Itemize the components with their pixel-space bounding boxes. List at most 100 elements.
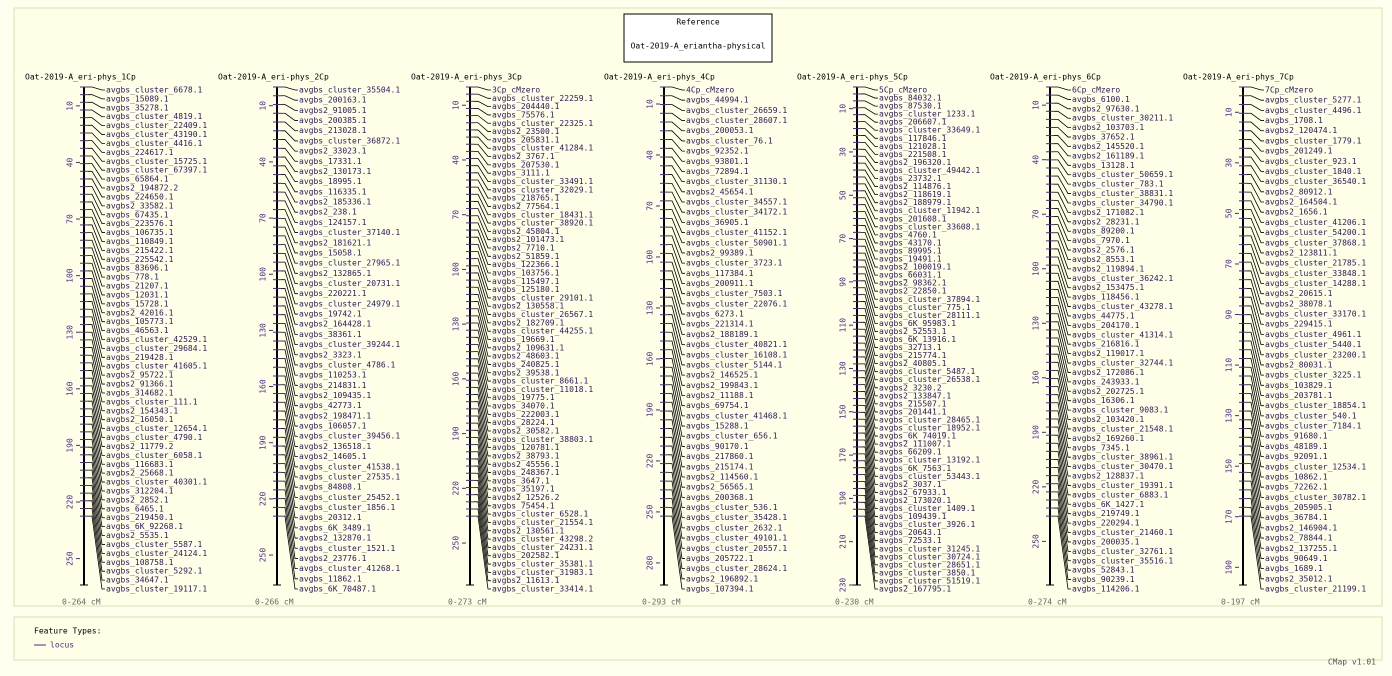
feature-label: avgbs_cluster_31983.1: [492, 568, 593, 577]
feature-label: avgbs2_118619.1: [879, 190, 951, 199]
feature-label: avgbs2_98362.1: [879, 279, 947, 288]
feature-label: avgbs_cluster_39244.1: [299, 340, 400, 349]
feature-connector: [861, 169, 878, 187]
feature-label: avgbs2_91005.1: [299, 106, 367, 115]
feature-label: avgbs_cluster_1856.1: [299, 503, 396, 512]
map-title: Oat-2019-A_eri-phys_4Cp: [604, 73, 715, 82]
feature-connector: [88, 354, 105, 403]
feature-connector: [861, 128, 878, 139]
feature-label: avgbs_cluster_4819.1: [106, 112, 203, 121]
axis-tick-label: 100: [259, 267, 268, 282]
feature-label: avgbs2_161189.1: [1072, 151, 1144, 160]
feature-connector: [668, 366, 685, 417]
feature-label: avgbs_19775.1: [492, 393, 555, 402]
feature-label: avgbs_cluster_18431.1: [492, 210, 593, 219]
feature-label: avgbs_83696.1: [106, 264, 169, 273]
feature-label: avgbs2_130558.1: [492, 302, 564, 311]
feature-connector: [861, 231, 878, 260]
feature-connector: [668, 489, 685, 559]
feature-connector: [474, 86, 491, 91]
feature-connector: [861, 384, 878, 437]
feature-label: avgbs_cluster_41152.1: [686, 228, 787, 237]
feature-connector: [474, 386, 491, 440]
feature-connector: [861, 121, 878, 131]
feature-connector: [88, 109, 105, 118]
feature-connector: [474, 179, 491, 199]
feature-label: avgbs2_136518.1: [299, 442, 371, 451]
axis-tick-label: 220: [646, 454, 655, 469]
feature-connector: [1247, 182, 1264, 203]
feature-connector: [88, 446, 105, 510]
feature-label: avgbs2_16050.1: [106, 415, 174, 424]
feature-connector: [861, 342, 878, 389]
feature-connector: [1247, 366, 1264, 417]
feature-connector: [1054, 459, 1071, 524]
feature-connector: [668, 358, 685, 407]
feature-label: avgbs_cluster_19391.1: [1072, 481, 1173, 490]
feature-label: avgbs_cluster_49442.1: [879, 166, 980, 175]
feature-label: avgbs_778.1: [106, 273, 159, 282]
feature-label: avgbs_20312.1: [299, 513, 362, 522]
feature-connector: [474, 315, 491, 357]
feature-connector: [668, 480, 685, 549]
axis-tick-label: 160: [452, 371, 461, 386]
feature-connector: [861, 135, 878, 147]
feature-label: avgbs_6100.1: [1072, 95, 1130, 104]
feature-label: avgbs_cluster_9083.1: [1072, 406, 1169, 415]
feature-label: avgbs_35278.1: [106, 103, 169, 112]
feature-label: avgbs2_3323.1: [299, 350, 362, 359]
feature-label: avgbs2_38793.1: [492, 451, 560, 460]
feature-label: avgbs2_23776.1: [299, 554, 367, 563]
feature-label: avgbs_20643.1: [879, 528, 942, 537]
feature-connector: [861, 315, 878, 356]
feature-label: avgbs2_2852.1: [106, 495, 169, 504]
feature-connector: [861, 273, 878, 308]
feature-connector: [861, 259, 878, 292]
feature-connector: [474, 401, 491, 457]
feature-connector: [861, 141, 878, 155]
feature-connector: [1054, 175, 1071, 194]
feature-label: avgbs_84808.1: [299, 483, 362, 492]
feature-label: avgbs_cluster_26538.1: [879, 375, 980, 384]
feature-label: avgbs_219749.1: [1072, 509, 1140, 518]
map-title: Oat-2019-A_eri-phys_7Cp: [1183, 73, 1294, 82]
feature-label: avgbs_cluster_30724.1: [879, 552, 980, 561]
feature-connector: [1054, 289, 1071, 326]
feature-label: avgbs_91680.1: [1265, 432, 1328, 441]
feature-label: avgbs_115497.1: [492, 277, 560, 286]
map-range: 0-274 cM: [1028, 598, 1067, 607]
feature-label: avgbs_66209.1: [879, 448, 942, 457]
feature-connector: [474, 108, 491, 116]
feature-connector: [88, 347, 105, 394]
feature-connector: [861, 432, 878, 493]
feature-connector: [1054, 483, 1071, 552]
feature-connector: [1054, 135, 1071, 147]
feature-connector: [474, 422, 491, 482]
feature-connector: [668, 165, 685, 183]
feature-label: avgbs_cluster_32744.1: [1072, 359, 1173, 368]
feature-label: avgbs_cluster_111.1: [106, 397, 198, 406]
feature-label: avgbs_121028.1: [879, 142, 947, 151]
axis-tick-label: 220: [452, 481, 461, 496]
feature-connector: [88, 132, 105, 144]
feature-label: avgbs_90649.1: [1265, 554, 1328, 563]
feature-connector: [861, 377, 878, 429]
feature-connector: [474, 494, 491, 565]
axis-tick-label: 230: [839, 578, 848, 593]
feature-label: avgbs_84032.1: [879, 94, 942, 103]
feature-connector: [281, 358, 298, 407]
feature-label: avgbs_222003.1: [492, 410, 560, 419]
feature-connector: [668, 288, 685, 325]
feature-label: avgbs2_173020.1: [879, 496, 951, 505]
feature-label: avgbs_cluster_40301.1: [106, 478, 207, 487]
feature-label: avgbs_44775.1: [1072, 311, 1135, 320]
feature-connector: [474, 336, 491, 382]
feature-label: avgbs_67435.1: [106, 210, 169, 219]
feature-label: avgbs2_40805.1: [879, 359, 947, 368]
feature-connector: [281, 314, 298, 356]
feature-connector: [861, 349, 878, 397]
feature-label: avgbs_221508.1: [879, 150, 947, 159]
feature-label: avgbs2_182709.1: [492, 318, 564, 327]
feature-label: avgbs_cluster_775.1: [879, 303, 971, 312]
feature-label: avgbs_200035.1: [1072, 537, 1140, 546]
